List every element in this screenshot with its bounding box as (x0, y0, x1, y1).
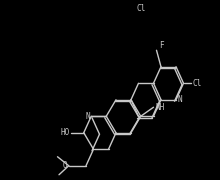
Text: NH: NH (155, 103, 164, 112)
Text: Cl: Cl (192, 79, 202, 88)
Text: F: F (159, 41, 163, 50)
Text: O: O (63, 161, 67, 170)
Text: Cl: Cl (137, 4, 146, 13)
Text: N: N (85, 112, 90, 121)
Text: HO: HO (60, 128, 70, 137)
Text: N: N (178, 95, 182, 104)
